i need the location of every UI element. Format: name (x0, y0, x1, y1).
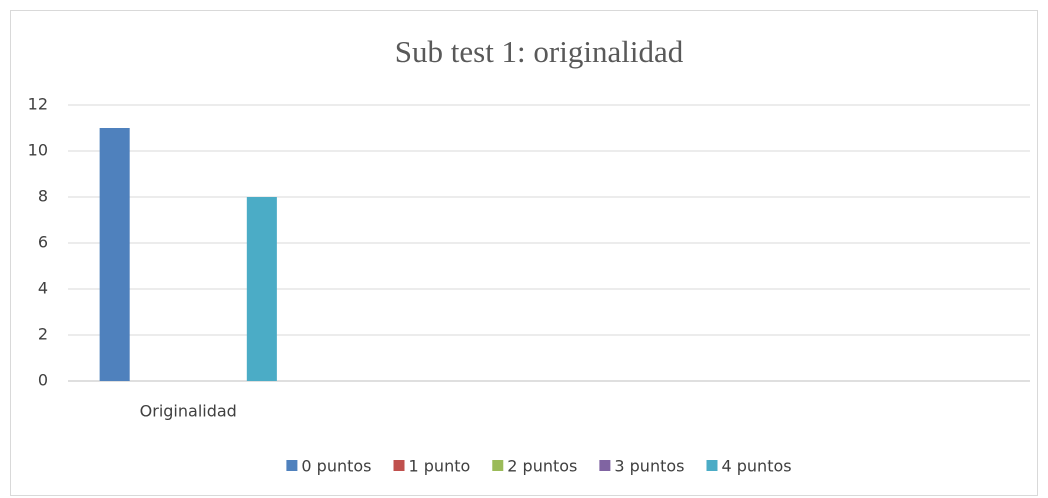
x-tick-label: Originalidad (140, 402, 237, 421)
legend-label: 1 punto (409, 457, 471, 476)
y-tick-label: 6 (38, 233, 48, 252)
chart-frame (10, 10, 1038, 496)
legend-swatch (706, 460, 718, 471)
bar (246, 197, 277, 381)
legend-swatch (599, 460, 611, 471)
legend-label: 4 puntos (721, 457, 791, 476)
y-tick-label: 8 (38, 187, 48, 206)
y-tick-label: 12 (28, 95, 48, 114)
y-tick-label: 2 (38, 325, 48, 344)
legend-swatch (286, 460, 298, 471)
legend-swatch (492, 460, 504, 471)
legend-label: 3 puntos (614, 457, 684, 476)
chart-title: Sub test 1: originalidad (395, 34, 684, 69)
legend-swatch (393, 460, 405, 471)
bar (99, 128, 130, 381)
y-tick-label: 4 (38, 279, 48, 298)
legend-label: 0 puntos (301, 457, 371, 476)
legend-label: 2 puntos (507, 457, 577, 476)
y-tick-label: 0 (38, 371, 48, 390)
y-tick-label: 10 (28, 141, 48, 160)
